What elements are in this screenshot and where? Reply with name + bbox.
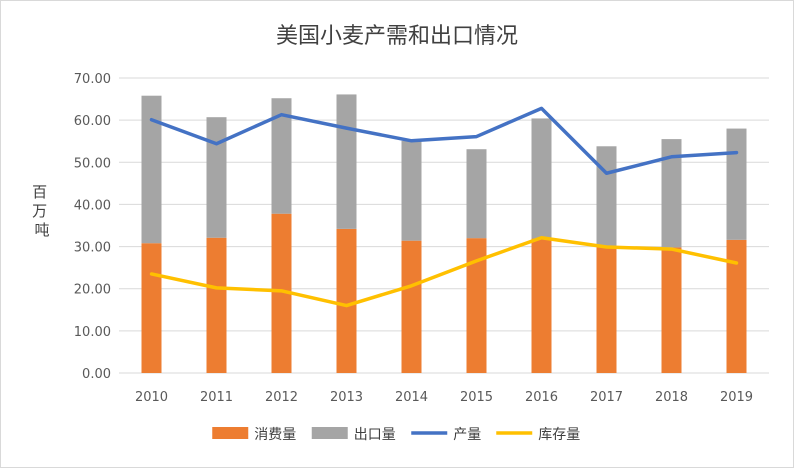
y-tick-label: 30.00 <box>74 241 111 256</box>
x-tick-label: 2016 <box>525 390 558 405</box>
series-lines <box>149 106 739 308</box>
legend-swatch-consumption <box>212 427 249 439</box>
y-axis-label-char-2: 万 <box>32 202 47 220</box>
bar-export-2015 <box>466 149 487 239</box>
y-axis-ticks: 0.00 10.00 20.00 30.00 40.00 50.00 60.00 70.00 <box>74 72 111 382</box>
bar-consumption-2019 <box>726 239 747 373</box>
bar-consumption-2011 <box>206 237 227 373</box>
y-axis-label: 百 万 吨 <box>32 183 52 239</box>
bar-export-2016 <box>531 118 552 239</box>
x-axis-ticks: 2010 2011 2012 2013 2014 2015 2016 2017 2018 2019 <box>135 390 753 405</box>
line-stock <box>149 235 739 308</box>
bar-consumption-2013 <box>336 228 357 373</box>
bar-export-2017 <box>596 146 617 248</box>
y-tick-label: 20.00 <box>74 283 111 298</box>
x-tick-label: 2012 <box>265 390 298 405</box>
bar-consumption-2014 <box>401 240 422 373</box>
x-tick-label: 2011 <box>200 390 233 405</box>
y-tick-label: 40.00 <box>74 198 111 213</box>
y-axis-label-char-1: 百 <box>32 183 47 201</box>
x-tick-label: 2014 <box>395 390 428 405</box>
bar-consumption-2010 <box>141 243 162 373</box>
y-tick-label: 50.00 <box>74 156 111 171</box>
y-tick-label: 10.00 <box>74 325 111 340</box>
y-tick-label: 60.00 <box>74 114 111 129</box>
legend-label-consumption: 消费量 <box>254 427 296 443</box>
legend-label-export: 出口量 <box>354 427 396 443</box>
x-tick-label: 2010 <box>135 390 168 405</box>
bar-consumption-2015 <box>466 238 487 373</box>
x-tick-label: 2018 <box>655 390 688 405</box>
chart-title: 美国小麦产需和出口情况 <box>276 24 518 49</box>
bar-export-2011 <box>206 117 227 238</box>
x-tick-label: 2019 <box>720 390 753 405</box>
bar-consumption-2012 <box>271 213 292 373</box>
y-tick-label: 0.00 <box>82 367 111 382</box>
x-tick-label: 2015 <box>460 390 493 405</box>
bar-export-2012 <box>271 98 292 214</box>
y-axis-label-char-3: 吨 <box>34 221 49 239</box>
bars <box>141 94 747 373</box>
bar-export-2014 <box>401 140 422 241</box>
bar-consumption-2018 <box>661 247 682 373</box>
bar-export-2010 <box>141 95 162 244</box>
y-tick-label: 70.00 <box>74 72 111 87</box>
legend-label-stock: 库存量 <box>538 427 580 443</box>
x-tick-label: 2013 <box>330 390 363 405</box>
bar-export-2013 <box>336 94 357 229</box>
x-tick-label: 2017 <box>590 390 623 405</box>
legend-label-production: 产量 <box>453 427 481 443</box>
legend-swatch-export <box>311 427 348 439</box>
bar-export-2019 <box>726 128 747 240</box>
bar-consumption-2016 <box>531 238 552 373</box>
bar-export-2018 <box>661 139 682 248</box>
bar-consumption-2017 <box>596 247 617 373</box>
line-production <box>149 106 739 175</box>
legend: 消费量 出口量 产量 库存量 <box>212 427 580 443</box>
